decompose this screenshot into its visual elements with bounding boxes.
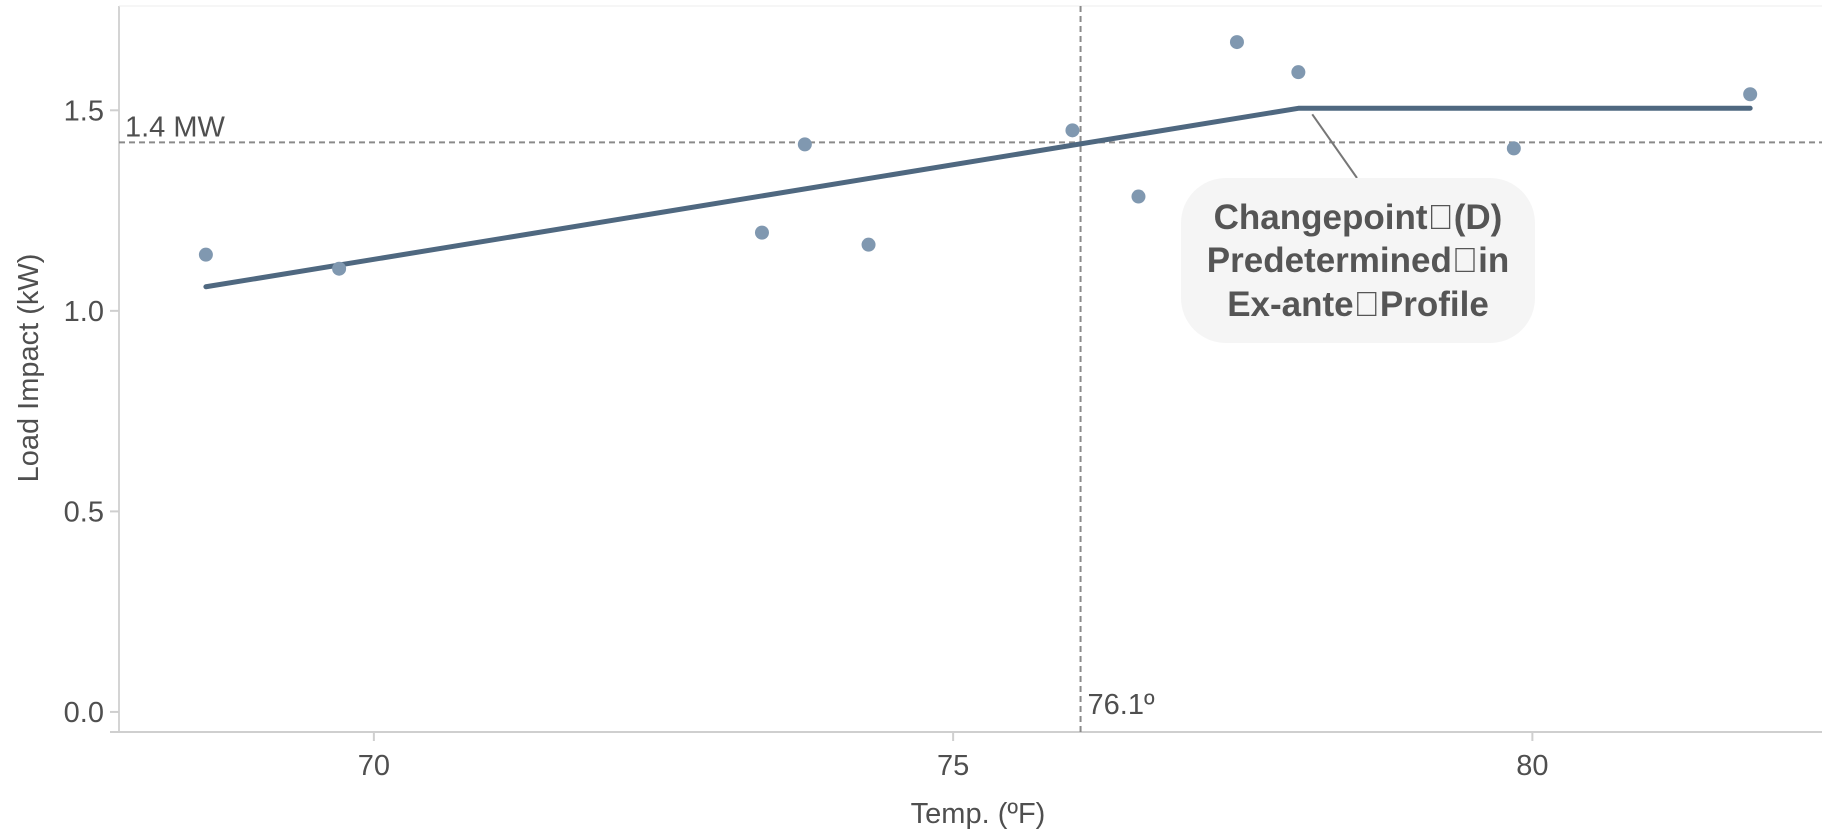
- fit-line: [203, 105, 1753, 290]
- data-point: [198, 247, 213, 262]
- y-axis-ticks: 0.0 0.5 1.0 1.5: [64, 95, 119, 729]
- data-point: [332, 261, 347, 276]
- data-point: [861, 237, 876, 252]
- x-axis-ticks: 70 75 80: [358, 732, 1549, 782]
- data-point: [1229, 35, 1244, 50]
- data-points: [198, 35, 1758, 276]
- vertical-reference-label: 76.1º: [1088, 689, 1155, 721]
- x-tick-label: 80: [1516, 750, 1548, 782]
- callout-text-line: Ex-ante Profile: [1227, 285, 1489, 324]
- horizontal-reference-label: 1.4 MW: [125, 111, 226, 143]
- data-point: [1506, 141, 1521, 156]
- data-point: [1131, 189, 1146, 204]
- y-tick-label: 0.5: [64, 496, 104, 528]
- x-tick-label: 70: [358, 750, 390, 782]
- callout-pointer: [1311, 113, 1358, 179]
- y-tick-label: 1.0: [64, 296, 104, 328]
- data-point: [1743, 87, 1758, 102]
- callout-box: [1181, 178, 1535, 343]
- callout-text-line: Predetermined in: [1207, 241, 1509, 280]
- data-point: [1291, 65, 1306, 80]
- y-tick-label: 1.5: [64, 95, 104, 127]
- data-point: [797, 137, 812, 152]
- y-axis-title: Load Impact (kW): [13, 254, 45, 483]
- data-point: [1065, 123, 1080, 138]
- x-axis-title: Temp. (ºF): [911, 798, 1046, 830]
- callout-text-line: Changepoint (D): [1214, 198, 1503, 237]
- data-point: [754, 225, 769, 240]
- x-tick-label: 75: [937, 750, 969, 782]
- y-tick-label: 0.0: [64, 697, 104, 729]
